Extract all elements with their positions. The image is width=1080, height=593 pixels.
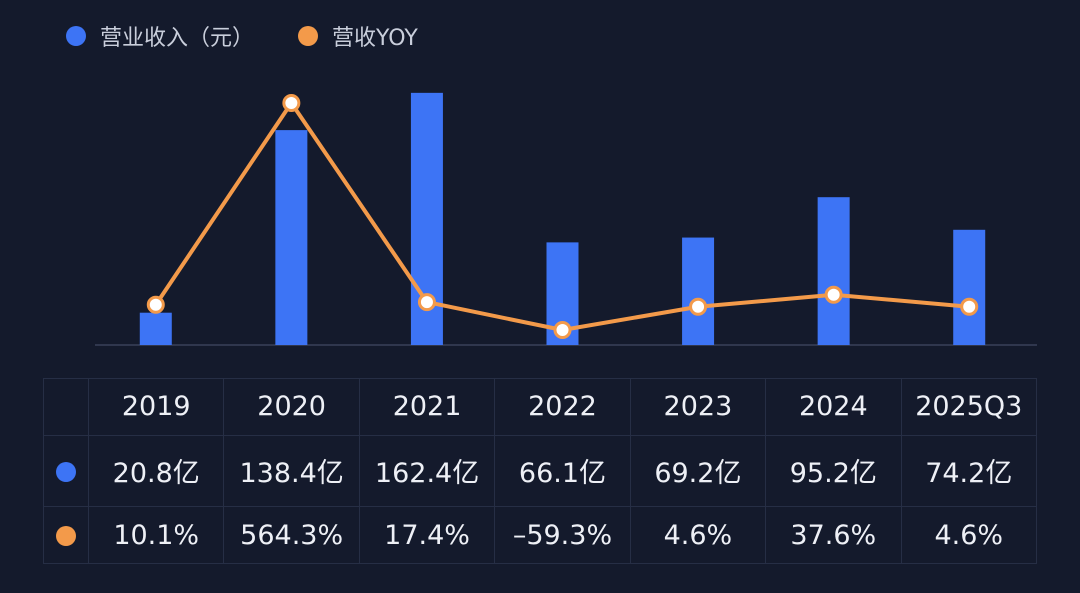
legend-yoy-label: 营收YOY bbox=[332, 26, 418, 51]
table-cell: 20.8亿 bbox=[87, 434, 225, 508]
table-header-cell: 2023 bbox=[629, 378, 767, 436]
table-header-row: 2019 2020 2021 2022 2023 2024 2025Q3 bbox=[43, 378, 1038, 436]
table-row-revenue: 20.8亿 138.4亿 162.4亿 66.1亿 69.2亿 95.2亿 74… bbox=[43, 434, 1038, 508]
table-header-cell: 2025Q3 bbox=[900, 378, 1038, 436]
legend-revenue-label: 营业收入（元） bbox=[100, 26, 255, 51]
table-row-yoy: 10.1% 564.3% 17.4% –59.3% 4.6% 37.6% 4.6… bbox=[43, 506, 1038, 564]
table-cell: 17.4% bbox=[358, 506, 496, 564]
row-revenue-marker bbox=[56, 461, 76, 482]
table-cell: 10.1% bbox=[87, 506, 225, 564]
table-cell: 564.3% bbox=[223, 506, 360, 564]
yoy-point bbox=[960, 297, 979, 316]
revenue-bar bbox=[139, 312, 172, 345]
yoy-point bbox=[689, 297, 708, 316]
revenue-bar bbox=[275, 130, 308, 345]
row-yoy-marker bbox=[56, 526, 76, 547]
yoy-point bbox=[146, 295, 165, 314]
legend-yoy-marker bbox=[298, 26, 319, 46]
legend-item-revenue: 营业收入（元） bbox=[66, 20, 254, 52]
yoy-point bbox=[417, 293, 436, 312]
revenue-bar bbox=[682, 237, 715, 345]
table-header-cell: 2019 bbox=[87, 378, 225, 436]
table-cell: 69.2亿 bbox=[629, 434, 767, 508]
data-table: 2019 2020 2021 2022 2023 2024 2025Q3 20.… bbox=[43, 378, 1038, 564]
table-cell: 162.4亿 bbox=[358, 434, 496, 508]
table-cell: 95.2亿 bbox=[765, 434, 902, 508]
legend-revenue-marker bbox=[66, 26, 86, 46]
table-header-cell: 2024 bbox=[765, 378, 902, 436]
table-header-cell: 2022 bbox=[494, 378, 631, 436]
table-cell: –59.3% bbox=[494, 506, 631, 564]
row-marker-cell bbox=[43, 506, 89, 564]
table-cell: 138.4亿 bbox=[223, 434, 360, 508]
table-header-cell: 2020 bbox=[223, 378, 360, 436]
table-cell: 66.1亿 bbox=[494, 434, 631, 508]
yoy-point bbox=[824, 285, 843, 304]
row-marker-cell bbox=[43, 434, 89, 508]
table-cell: 4.6% bbox=[900, 506, 1038, 564]
revenue-bar bbox=[817, 197, 850, 345]
table-cell: 4.6% bbox=[629, 506, 767, 564]
yoy-point bbox=[282, 94, 301, 112]
legend-item-yoy: 营收YOY bbox=[298, 20, 418, 52]
table-corner-cell bbox=[43, 378, 89, 436]
chart-legend: 营业收入（元） 营收YOY bbox=[66, 18, 418, 54]
table-cell: 74.2亿 bbox=[900, 434, 1038, 508]
table-cell: 37.6% bbox=[765, 506, 902, 564]
revenue-bar bbox=[953, 229, 986, 345]
table-header-cell: 2021 bbox=[358, 378, 496, 436]
yoy-point bbox=[553, 321, 572, 339]
